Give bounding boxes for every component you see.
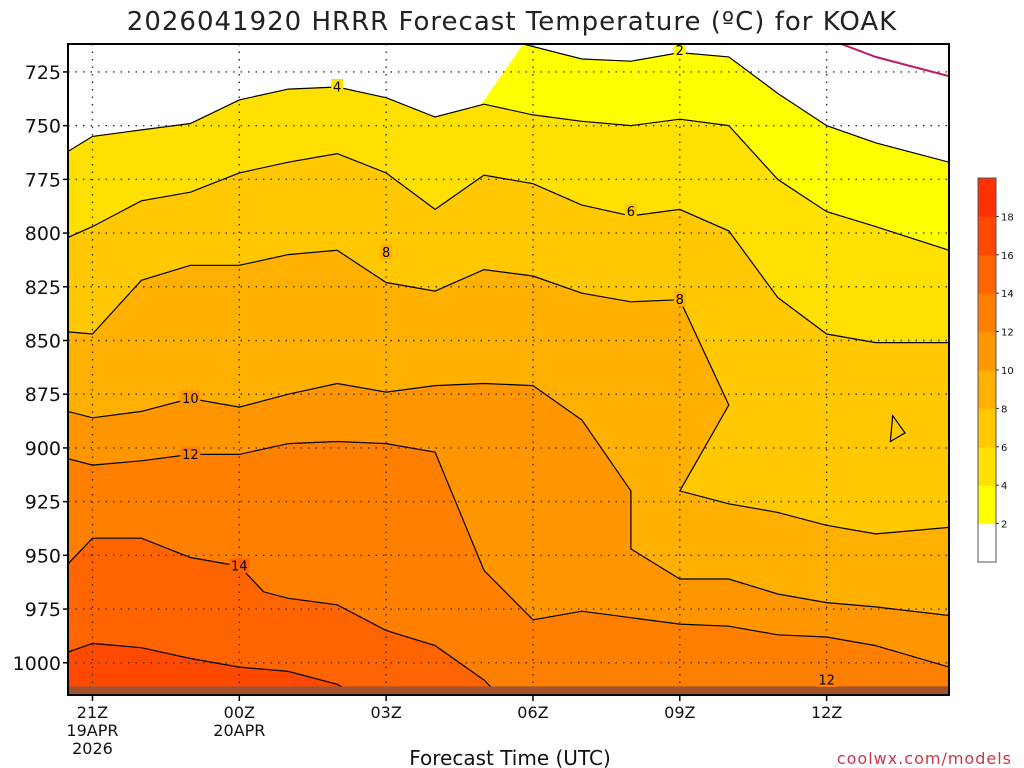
colorbar-swatch bbox=[978, 523, 996, 563]
contour-label-bg bbox=[380, 244, 393, 260]
contour-label: 8 bbox=[676, 293, 684, 308]
x-tick-label: 19APR bbox=[66, 721, 118, 740]
temp-band-closed bbox=[890, 415, 905, 442]
colorbar-swatch bbox=[978, 331, 996, 371]
y-tick-label: 900 bbox=[25, 438, 61, 460]
colorbar: 2 4 6 8 10 12 14 16 18 bbox=[977, 177, 1014, 563]
y-tick-label: 875 bbox=[25, 384, 61, 406]
credit-text: coolwx.com/models bbox=[837, 749, 1012, 768]
isotherm-8 bbox=[68, 249, 949, 535]
y-axis: 725 750 775 800 825 850 875 900 925 950 975 1000 bbox=[13, 62, 68, 675]
contour-label-bg bbox=[673, 44, 686, 58]
contour-label: 6 bbox=[627, 205, 635, 220]
y-tick-label: 800 bbox=[25, 223, 61, 245]
colorbar-tick-label: 6 bbox=[1001, 443, 1007, 454]
y-tick-label: 1000 bbox=[13, 653, 61, 675]
colorbar-tick-label: 2 bbox=[1001, 520, 1007, 531]
x-tick-label: 03Z bbox=[370, 703, 401, 722]
colorbar-tick-label: 14 bbox=[1001, 289, 1014, 300]
colorbar-tick-label: 10 bbox=[1001, 366, 1014, 377]
colorbar-swatch bbox=[978, 408, 996, 448]
contour-label-bg bbox=[816, 671, 837, 687]
y-tick-label: 750 bbox=[25, 116, 61, 138]
contour-labels: 2 4 6 8 8 10 12 14 12 bbox=[180, 44, 837, 688]
colorbar-swatch bbox=[978, 254, 996, 294]
y-tick-label: 850 bbox=[25, 330, 61, 352]
plot-frame bbox=[67, 43, 950, 696]
plot-area: 2 4 6 8 8 10 12 14 12 bbox=[68, 44, 949, 695]
isotherm-16 bbox=[68, 642, 358, 695]
y-tick-label: 975 bbox=[25, 599, 61, 621]
y-tick-label: 725 bbox=[25, 62, 61, 84]
contour-label: 14 bbox=[231, 560, 248, 575]
isotherm-8 bbox=[889, 414, 906, 443]
y-tick-label: 825 bbox=[25, 277, 61, 299]
colorbar-tick-label: 4 bbox=[1001, 481, 1007, 492]
colorbar-swatch bbox=[978, 293, 996, 333]
x-tick-label: 12Z bbox=[811, 703, 842, 722]
isotherm-4 bbox=[68, 86, 949, 251]
y-tick-label: 775 bbox=[25, 169, 61, 191]
contour-label-bg bbox=[180, 446, 201, 462]
colorbar-tick-label: 18 bbox=[1001, 212, 1014, 223]
isotherm-2 bbox=[523, 44, 949, 163]
colorbar-swatch bbox=[978, 178, 996, 217]
colorbar-tick-label: 8 bbox=[1001, 404, 1007, 415]
colorbar-swatch bbox=[978, 485, 996, 525]
x-tick-label: 21Z bbox=[77, 703, 108, 722]
colorbar-tick-label: 16 bbox=[1001, 251, 1014, 262]
colorbar-swatch bbox=[978, 216, 996, 256]
x-tick-label: 09Z bbox=[664, 703, 695, 722]
contour-label: 4 bbox=[333, 80, 341, 95]
contour-label: 8 bbox=[382, 246, 390, 261]
ground-surface bbox=[68, 686, 949, 695]
x-tick-label: 06Z bbox=[517, 703, 548, 722]
x-tick-label: 20APR bbox=[213, 721, 265, 740]
x-axis-label: Forecast Time (UTC) bbox=[409, 746, 611, 768]
contour-label: 2 bbox=[676, 44, 684, 59]
contour-label-bg bbox=[624, 203, 637, 219]
contour-label-bg bbox=[180, 390, 201, 406]
contour-label: 10 bbox=[182, 392, 199, 407]
colorbar-swatch bbox=[978, 446, 996, 486]
contour-label: 12 bbox=[818, 673, 835, 688]
chart-title: 2026041920 HRRR Forecast Temperature (ºC… bbox=[127, 7, 897, 37]
y-tick-label: 950 bbox=[25, 545, 61, 567]
contour-label-bg bbox=[673, 291, 686, 307]
contour-label-bg bbox=[331, 78, 344, 94]
contour-label: 12 bbox=[182, 448, 199, 463]
colorbar-swatch bbox=[978, 370, 996, 409]
contour-label-bg bbox=[229, 558, 250, 574]
isotherm-14 bbox=[68, 537, 500, 695]
isotherm-6 bbox=[68, 152, 949, 344]
x-tick-label: 2026 bbox=[72, 739, 113, 758]
colorbar-tick-label: 12 bbox=[1001, 328, 1014, 339]
x-tick-label: 00Z bbox=[224, 703, 255, 722]
temperature-fill bbox=[68, 44, 949, 695]
temp-band-16 bbox=[68, 643, 357, 695]
freezing-line bbox=[840, 44, 949, 78]
y-tick-label: 925 bbox=[25, 492, 61, 514]
